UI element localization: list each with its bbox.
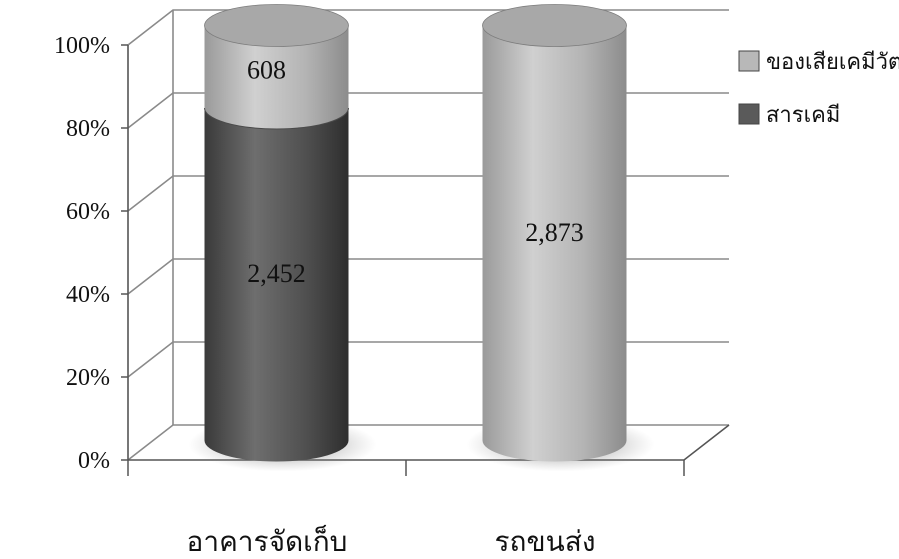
bar-segment bbox=[204, 107, 349, 462]
data-label: 2,873 bbox=[525, 218, 584, 247]
y-tick-label: 20% bbox=[66, 365, 110, 391]
y-tick-label: 100% bbox=[54, 33, 110, 59]
legend-swatch bbox=[738, 50, 760, 72]
bar-top-cap bbox=[482, 4, 627, 47]
bar-top-cap bbox=[204, 4, 349, 47]
y-tick-label: 0% bbox=[78, 448, 110, 474]
data-label: 608 bbox=[247, 56, 286, 85]
y-tick-label: 60% bbox=[66, 199, 110, 225]
x-tick-label: อาคารจัดเก็บ bbox=[187, 524, 348, 558]
bar-segment bbox=[482, 25, 627, 462]
data-label: 2,452 bbox=[247, 259, 306, 288]
bar-segment bbox=[204, 25, 349, 129]
legend-swatch bbox=[738, 103, 760, 125]
y-tick-label: 80% bbox=[66, 116, 110, 142]
legend-label: ของเสียเคมีวัตถุ bbox=[766, 50, 899, 75]
segment-boundary bbox=[204, 107, 349, 130]
y-tick-label: 40% bbox=[66, 282, 110, 308]
legend-label: สารเคมี bbox=[766, 103, 840, 128]
x-tick-label: รถขนส่ง bbox=[494, 525, 595, 558]
